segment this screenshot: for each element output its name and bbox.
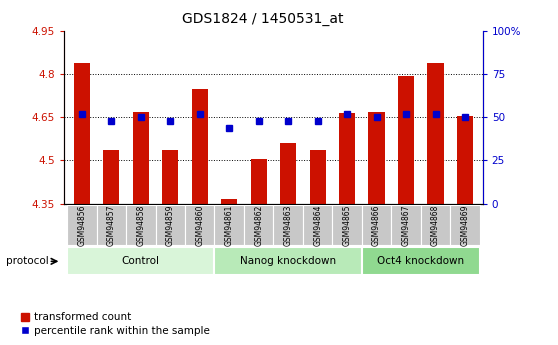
Bar [280, 143, 296, 204]
Bar [133, 111, 149, 204]
Bar [368, 111, 384, 204]
Bar [214, 205, 244, 245]
Text: GSM94859: GSM94859 [166, 204, 175, 246]
Text: GSM94869: GSM94869 [460, 204, 469, 246]
Text: protocol: protocol [6, 256, 49, 266]
Bar [362, 205, 391, 245]
Bar [339, 113, 355, 204]
Bar [244, 205, 273, 245]
Bar [191, 89, 208, 204]
Bar [450, 205, 480, 245]
Text: GSM94862: GSM94862 [254, 205, 263, 246]
Bar [214, 247, 362, 275]
Bar [156, 205, 185, 245]
Text: GSM94865: GSM94865 [343, 204, 352, 246]
Text: GSM94857: GSM94857 [107, 204, 116, 246]
Bar [74, 63, 90, 204]
Legend: transformed count, percentile rank within the sample: transformed count, percentile rank withi… [16, 308, 214, 340]
Bar [221, 199, 237, 204]
Bar [273, 205, 303, 245]
Text: GSM94860: GSM94860 [195, 204, 204, 246]
Bar [67, 247, 214, 275]
Bar [398, 76, 414, 204]
Text: GSM94856: GSM94856 [78, 204, 86, 246]
Bar [362, 247, 480, 275]
Bar [427, 63, 444, 204]
Bar [97, 205, 126, 245]
Text: Oct4 knockdown: Oct4 knockdown [377, 256, 464, 266]
Bar [103, 150, 119, 204]
Text: GSM94868: GSM94868 [431, 205, 440, 246]
Text: GSM94867: GSM94867 [402, 204, 411, 246]
Bar [162, 150, 179, 204]
Text: GSM94866: GSM94866 [372, 204, 381, 246]
Text: Nanog knockdown: Nanog knockdown [240, 256, 336, 266]
Bar [67, 205, 97, 245]
Text: GSM94861: GSM94861 [225, 205, 234, 246]
Bar [126, 205, 156, 245]
Bar [391, 205, 421, 245]
Text: Control: Control [122, 256, 160, 266]
Bar [457, 116, 473, 204]
Text: GSM94864: GSM94864 [313, 204, 322, 246]
Bar [333, 205, 362, 245]
Bar [310, 150, 326, 204]
Text: GSM94863: GSM94863 [283, 204, 292, 246]
Bar [251, 159, 267, 204]
Bar [303, 205, 333, 245]
Text: GSM94858: GSM94858 [136, 205, 145, 246]
Bar [421, 205, 450, 245]
Text: GDS1824 / 1450531_at: GDS1824 / 1450531_at [181, 12, 343, 26]
Bar [185, 205, 214, 245]
